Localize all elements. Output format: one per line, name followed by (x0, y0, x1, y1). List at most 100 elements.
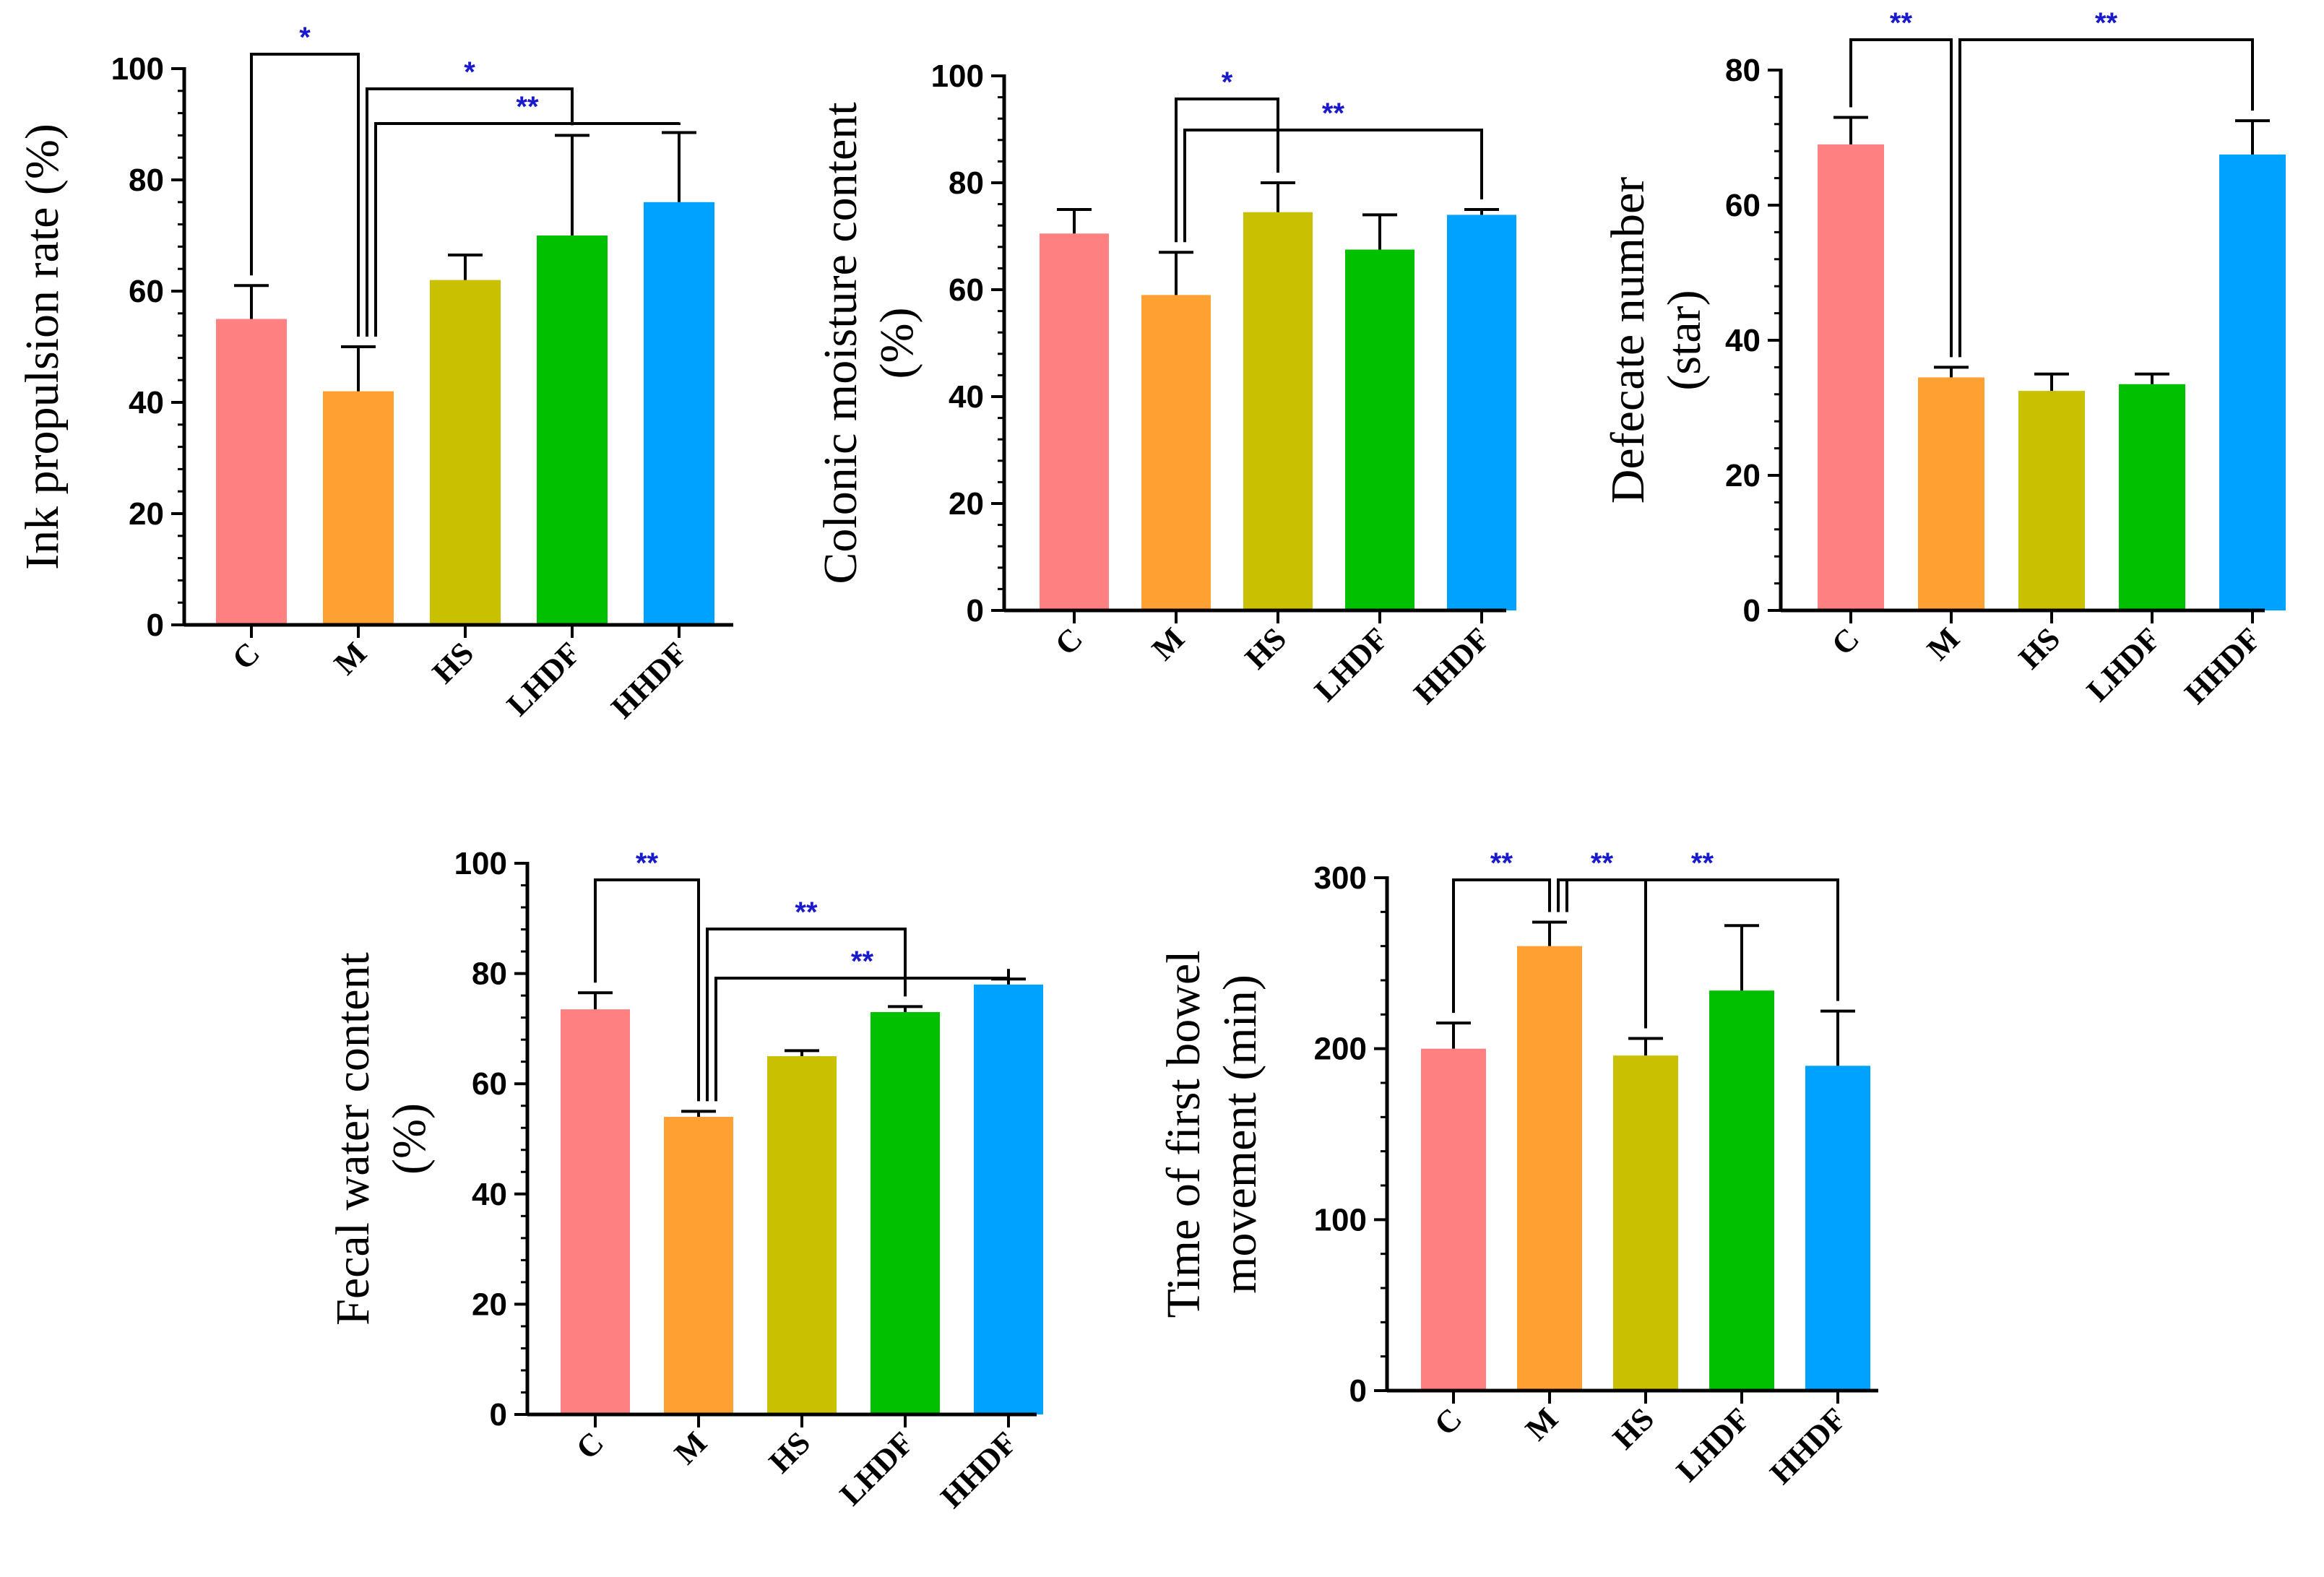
x-tick-label-c: C (1048, 621, 1089, 662)
y-tick-label: 40 (949, 379, 984, 415)
error-bar-m (681, 1110, 716, 1117)
y-tick-label: 100 (931, 59, 984, 94)
bar-m (1141, 295, 1211, 610)
bar-c (561, 1009, 630, 1414)
error-bar-lhdf (1724, 924, 1759, 991)
x-tick-label-hs: HS (1606, 1401, 1661, 1456)
error-bar-lhdf (1362, 213, 1397, 250)
significance-bracket (1452, 878, 1551, 1014)
x-tick-label-c: C (1427, 1401, 1469, 1442)
y-tick-label: 0 (1743, 593, 1761, 628)
y-tick-label: 80 (949, 165, 984, 201)
y-tick-label: 40 (1725, 323, 1761, 358)
error-bar-m (1159, 251, 1193, 295)
bar-hs (1243, 212, 1313, 610)
significance-bracket (1565, 878, 1839, 1001)
x-tick-label-hs: HS (762, 1425, 817, 1479)
y-tick-label: 80 (472, 956, 507, 992)
significance-label: ** (2095, 7, 2118, 39)
error-bar-hs (785, 1049, 819, 1057)
x-tick-label-lhdf: LHDF (833, 1425, 920, 1512)
x-tick-label-hhdf: HHDF (605, 635, 695, 725)
x-tick-label-m: M (1920, 621, 1966, 667)
y-axis-title: Time of first bowel (1157, 950, 1210, 1318)
y-tick-label: 40 (129, 385, 164, 420)
error-bar-hs (1628, 1037, 1663, 1056)
significance-bracket (706, 928, 907, 1102)
bar-m (1918, 377, 1984, 610)
significance-label: ** (516, 91, 539, 123)
y-tick-label: 80 (1725, 53, 1761, 88)
bar-hhdf (1447, 215, 1516, 610)
error-bar-lhdf (888, 1005, 923, 1013)
y-tick-label: 20 (472, 1287, 507, 1322)
bar-c (1040, 233, 1109, 610)
y-tick-label: 0 (967, 593, 984, 628)
x-tick-label-hs: HS (1238, 621, 1293, 675)
y-tick-label: 0 (490, 1397, 507, 1433)
x-tick-label-m: M (327, 635, 373, 681)
error-bar-hhdf (991, 977, 1026, 985)
significance-bracket (1849, 38, 1953, 358)
error-bar-hhdf (662, 131, 696, 202)
error-bar-c (1057, 208, 1092, 234)
bar-hs (430, 280, 501, 625)
y-axis-title: (%) (871, 308, 923, 379)
y-axis-title: movement (min) (1214, 975, 1266, 1294)
error-bar-c (234, 284, 269, 319)
x-tick-label-lhdf: LHDF (2080, 621, 2167, 708)
bar-hs (1613, 1055, 1678, 1391)
error-bar-hhdf (1820, 1009, 1855, 1066)
y-tick-label: 100 (1314, 1202, 1367, 1237)
significance-label: ** (1591, 847, 1614, 879)
significance-bracket (374, 122, 681, 337)
panel-colonic-moisture: 0 20 40 60 80 100 C M HS LHDF HHDF Colonic moisture… (814, 59, 1516, 711)
y-axis-title: Colonic moisture content (814, 102, 867, 584)
x-tick-label-lhdf: LHDF (1669, 1401, 1757, 1488)
panel-ink-propulsion: 0 20 40 60 80 100 C M HS LHDF HHDF Ink propulsion r… (16, 22, 733, 725)
y-tick-label: 40 (472, 1177, 507, 1212)
x-tick-label-c: C (225, 635, 267, 676)
x-tick-label-c: C (1825, 621, 1866, 662)
x-tick-label-lhdf: LHDF (500, 635, 587, 722)
significance-label: * (464, 56, 475, 88)
significance-bracket (250, 53, 360, 337)
significance-label: ** (1322, 98, 1345, 129)
bar-hs (767, 1056, 837, 1414)
bar-lhdf (1709, 990, 1774, 1391)
y-axis-title: (star) (1658, 290, 1711, 390)
y-axis-title: Defecate number (1602, 177, 1654, 504)
x-tick-label-c: C (569, 1425, 610, 1466)
y-tick-label: 20 (129, 496, 164, 532)
significance-bracket (1175, 98, 1279, 243)
significance-bracket (714, 969, 1010, 1102)
x-tick-label-m: M (1519, 1401, 1565, 1447)
significance-label: ** (636, 847, 659, 879)
y-tick-label: 300 (1314, 860, 1367, 896)
significance-label: * (299, 22, 311, 53)
y-axis-title: (%) (383, 1103, 436, 1175)
error-bar-c (1436, 1021, 1471, 1049)
bar-c (216, 319, 287, 625)
significance-label: * (1222, 66, 1233, 98)
bar-m (323, 391, 394, 625)
error-bar-c (578, 991, 613, 1010)
x-tick-label-hhdf: HHDF (2178, 621, 2268, 711)
bar-hhdf (974, 984, 1043, 1414)
y-tick-label: 60 (129, 274, 164, 309)
bar-m (664, 1116, 733, 1414)
significance-label: ** (851, 946, 874, 977)
bar-lhdf (2119, 384, 2185, 610)
y-tick-label: 60 (949, 272, 984, 308)
y-axis-title: Fecal water content (327, 952, 379, 1326)
error-bar-m (341, 345, 376, 392)
x-tick-label-m: M (668, 1425, 714, 1471)
bar-lhdf (1345, 249, 1414, 610)
y-tick-label: 80 (129, 163, 164, 198)
significance-label: ** (1490, 847, 1513, 879)
panel-defecate-number: 0 20 40 60 80 C M HS LHDF HHDF Defecate number (sta… (1602, 7, 2286, 711)
bar-lhdf (871, 1012, 940, 1414)
significance-label: ** (1691, 847, 1714, 879)
bar-hs (2018, 391, 2085, 610)
